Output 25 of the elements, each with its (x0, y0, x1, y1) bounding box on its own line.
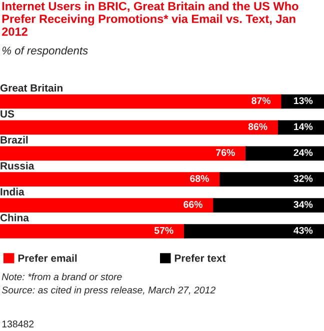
chart-subtitle: % of respondents (2, 46, 88, 57)
y-tick-label: Brazil (0, 136, 28, 144)
y-tick-label: US (0, 110, 14, 118)
data-label: 24% (294, 149, 313, 156)
data-label: 43% (294, 226, 313, 234)
data-label: 57% (154, 227, 174, 234)
data-label: 13% (294, 97, 313, 104)
y-tick-label: India (0, 188, 24, 196)
data-label: 32% (294, 175, 313, 182)
data-label: 87% (252, 97, 271, 104)
text: Note: *from a brand or store (2, 273, 122, 280)
chart-title: Internet Users in BRIC, Great Britain and the US Who Prefer Receiving Promotions* via Email vs. Text, Jan 2012 (2, 2, 298, 36)
data-label: 86% (248, 123, 268, 130)
y-tick-label: China (0, 214, 29, 222)
legend-label: Prefer email (18, 254, 77, 262)
y-tick-label: Russia (0, 162, 34, 170)
source-note: Source: as cited in press release, March 27, 2012 (2, 286, 216, 296)
data-label: 68% (190, 175, 209, 182)
text: 138482 (2, 320, 34, 328)
data-label: 66% (184, 201, 202, 208)
data-label: 14% (294, 123, 313, 130)
data-label: 34% (294, 201, 313, 208)
y-tick-label: Great Britain (0, 84, 62, 92)
legend-label: Prefer text (174, 254, 226, 262)
data-label: 76% (216, 149, 235, 156)
